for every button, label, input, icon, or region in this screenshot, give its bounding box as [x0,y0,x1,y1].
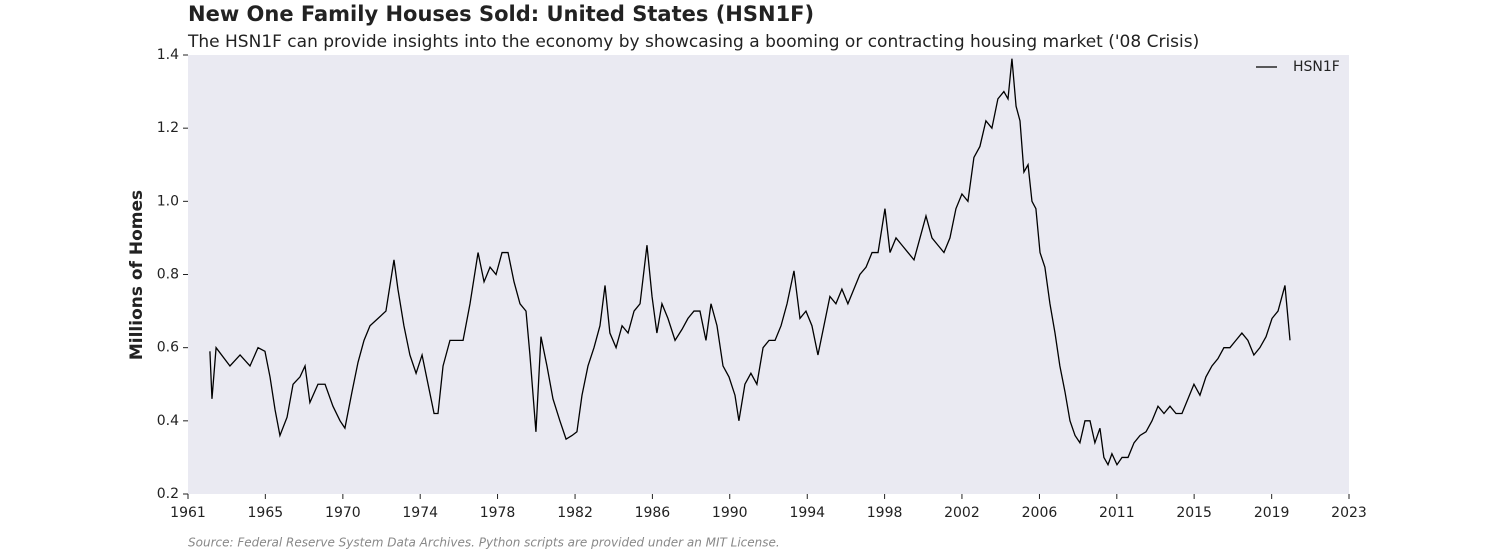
x-tick-label: 1986 [635,505,671,521]
x-tick-label: 1974 [402,505,438,521]
chart-title: New One Family Houses Sold: United State… [188,2,814,26]
source-note: Source: Federal Reserve System Data Arch… [188,536,780,550]
y-tick-label: 1.4 [157,47,179,63]
x-tick-label: 1982 [557,505,593,521]
x-tick-label: 2019 [1254,505,1290,521]
x-tick-label: 2015 [1176,505,1212,521]
x-tick-label: 1961 [170,505,206,521]
y-tick-label: 1.2 [157,120,179,136]
x-tick-label: 2011 [1099,505,1135,521]
x-tick-label: 1970 [325,505,361,521]
x-tick-label: 2006 [1022,505,1058,521]
legend-label: HSN1F [1293,59,1340,75]
plot-area [188,55,1349,494]
y-axis-label: Millions of Homes [127,190,147,360]
chart-subtitle: The HSN1F can provide insights into the … [187,32,1199,52]
x-tick-label: 2023 [1331,505,1367,521]
y-tick-label: 1.0 [157,193,179,209]
x-tick-label: 1998 [867,505,903,521]
y-tick-label: 0.8 [157,267,179,283]
x-tick-label: 2002 [944,505,980,521]
x-tick-label: 1978 [480,505,516,521]
y-tick-label: 0.2 [157,486,179,502]
data-line [209,58,1291,467]
x-tick-label: 1965 [248,505,284,521]
x-tick-label: 1994 [789,505,825,521]
y-tick-label: 0.4 [157,413,179,429]
y-tick-label: 0.6 [157,340,179,356]
x-tick-label: 1990 [712,505,748,521]
